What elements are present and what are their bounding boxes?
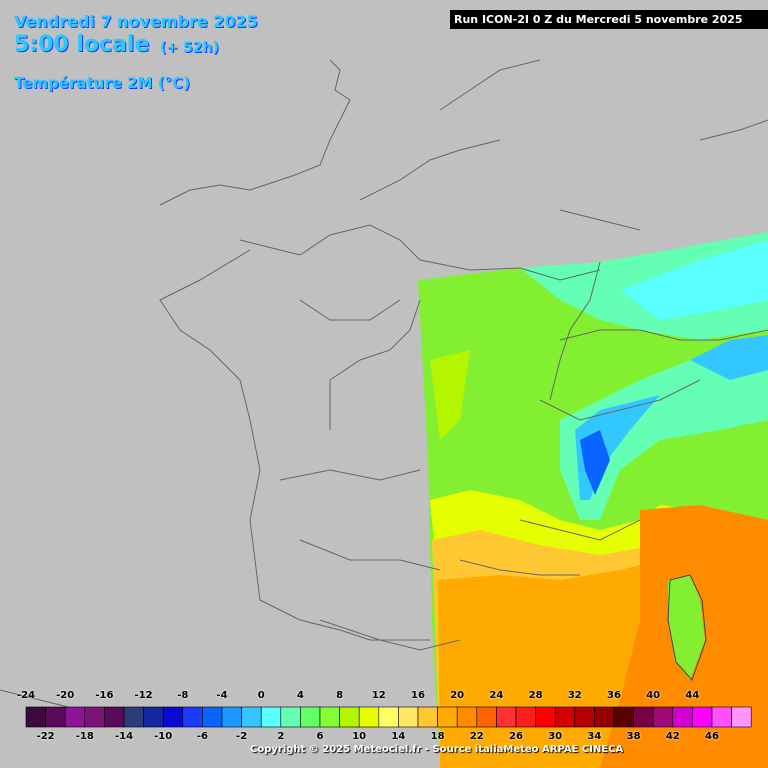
boundaries xyxy=(0,59,768,711)
legend-swatch xyxy=(202,706,223,728)
legend-swatch xyxy=(221,706,242,728)
legend-tick-label: 14 xyxy=(391,731,406,742)
legend-swatch xyxy=(143,706,164,728)
legend-swatch xyxy=(476,706,497,728)
legend-tick-label: 10 xyxy=(352,731,367,742)
legend-tick-label: 46 xyxy=(705,731,719,742)
legend-tick-label: 0 xyxy=(257,690,265,701)
legend-tick-label: 38 xyxy=(626,731,641,742)
legend-tick-label: 26 xyxy=(509,731,523,742)
legend-tick-label: -2 xyxy=(236,731,248,742)
legend-swatch xyxy=(358,706,380,728)
legend-tick-label: -22 xyxy=(36,731,55,742)
legend-swatch xyxy=(731,706,752,728)
legend-swatch xyxy=(280,706,301,728)
legend-tick-label: 18 xyxy=(430,731,445,742)
legend-swatch xyxy=(398,706,419,728)
legend-tick-label: -20 xyxy=(56,690,75,701)
legend-swatch xyxy=(652,706,674,728)
legend-swatch xyxy=(496,706,517,728)
legend-swatch xyxy=(672,706,693,728)
legend-swatch xyxy=(711,706,732,728)
legend-tick-label: -18 xyxy=(75,731,94,742)
legend-swatch xyxy=(378,706,399,728)
legend-tick-label: 8 xyxy=(336,690,344,701)
legend-tick-label: -4 xyxy=(216,690,228,701)
forecast-time: 5:00 locale xyxy=(14,32,150,57)
legend-swatch xyxy=(300,706,321,728)
legend-tick-label: 24 xyxy=(489,690,504,701)
legend-swatch xyxy=(241,706,262,728)
legend-tick-label: -10 xyxy=(154,731,173,742)
legend-swatch xyxy=(692,706,713,728)
legend-swatch xyxy=(574,706,595,728)
legend-swatch xyxy=(613,706,634,728)
legend-swatch xyxy=(339,706,360,728)
legend-swatch xyxy=(260,706,282,728)
legend-tick-label: 44 xyxy=(685,690,700,701)
legend-tick-label: -6 xyxy=(196,731,208,742)
copyright-text: Copyright © 2025 Meteociel.fr - Source i… xyxy=(250,744,624,755)
legend-tick-label: 12 xyxy=(371,690,386,701)
legend-tick-label: 28 xyxy=(528,690,543,701)
legend-swatch xyxy=(162,706,184,728)
run-info: Run ICON-2I 0 Z du Mercredi 5 novembre 2… xyxy=(450,10,768,29)
forecast-offset: (+ 52h) xyxy=(160,40,219,56)
legend-swatch xyxy=(45,706,66,728)
legend-swatch xyxy=(123,706,144,728)
legend-tick-label: 36 xyxy=(607,690,621,701)
legend-swatch xyxy=(182,706,203,728)
legend-tick-label: 2 xyxy=(277,731,285,742)
legend-colorbar xyxy=(25,706,752,728)
legend-tick-label: 6 xyxy=(316,731,324,742)
legend-tick-label: 40 xyxy=(646,690,661,701)
legend-swatch xyxy=(319,706,340,728)
legend-swatch xyxy=(64,706,86,728)
legend-swatch xyxy=(417,706,438,728)
variable-title: Température 2M (°C) xyxy=(14,74,190,92)
legend-swatch xyxy=(515,706,536,728)
legend-swatch xyxy=(633,706,654,728)
corsica-outline xyxy=(667,574,707,681)
legend-tick-label: -12 xyxy=(134,690,153,701)
legend-tick-label: 16 xyxy=(411,690,425,701)
legend-tick-label: -24 xyxy=(16,690,36,701)
legend-tick-label: -14 xyxy=(114,731,134,742)
legend-tick-label: 32 xyxy=(567,690,582,701)
legend-swatch xyxy=(25,706,46,728)
legend-swatch xyxy=(437,706,458,728)
legend-swatch xyxy=(554,706,576,728)
legend-tick-label: 20 xyxy=(450,690,465,701)
legend-swatch xyxy=(535,706,556,728)
legend-swatch xyxy=(84,706,105,728)
legend-tick-label: 34 xyxy=(587,731,602,742)
color-legend: -24 -20 -16 -12 -8 -4 0 4 8 12 16 20 24 28 32 36 40 44 -2… xyxy=(0,688,768,768)
legend-swatch xyxy=(456,706,478,728)
legend-swatch xyxy=(594,706,615,728)
legend-tick-label: 42 xyxy=(665,731,680,742)
legend-tick-label: 22 xyxy=(469,731,484,742)
legend-tick-label: 4 xyxy=(296,690,304,701)
legend-tick-label: 30 xyxy=(548,731,563,742)
forecast-date: Vendredi 7 novembre 2025 xyxy=(14,12,258,31)
legend-tick-label: -16 xyxy=(95,690,114,701)
legend-swatch xyxy=(104,706,125,728)
legend-tick-label: -8 xyxy=(177,690,189,701)
